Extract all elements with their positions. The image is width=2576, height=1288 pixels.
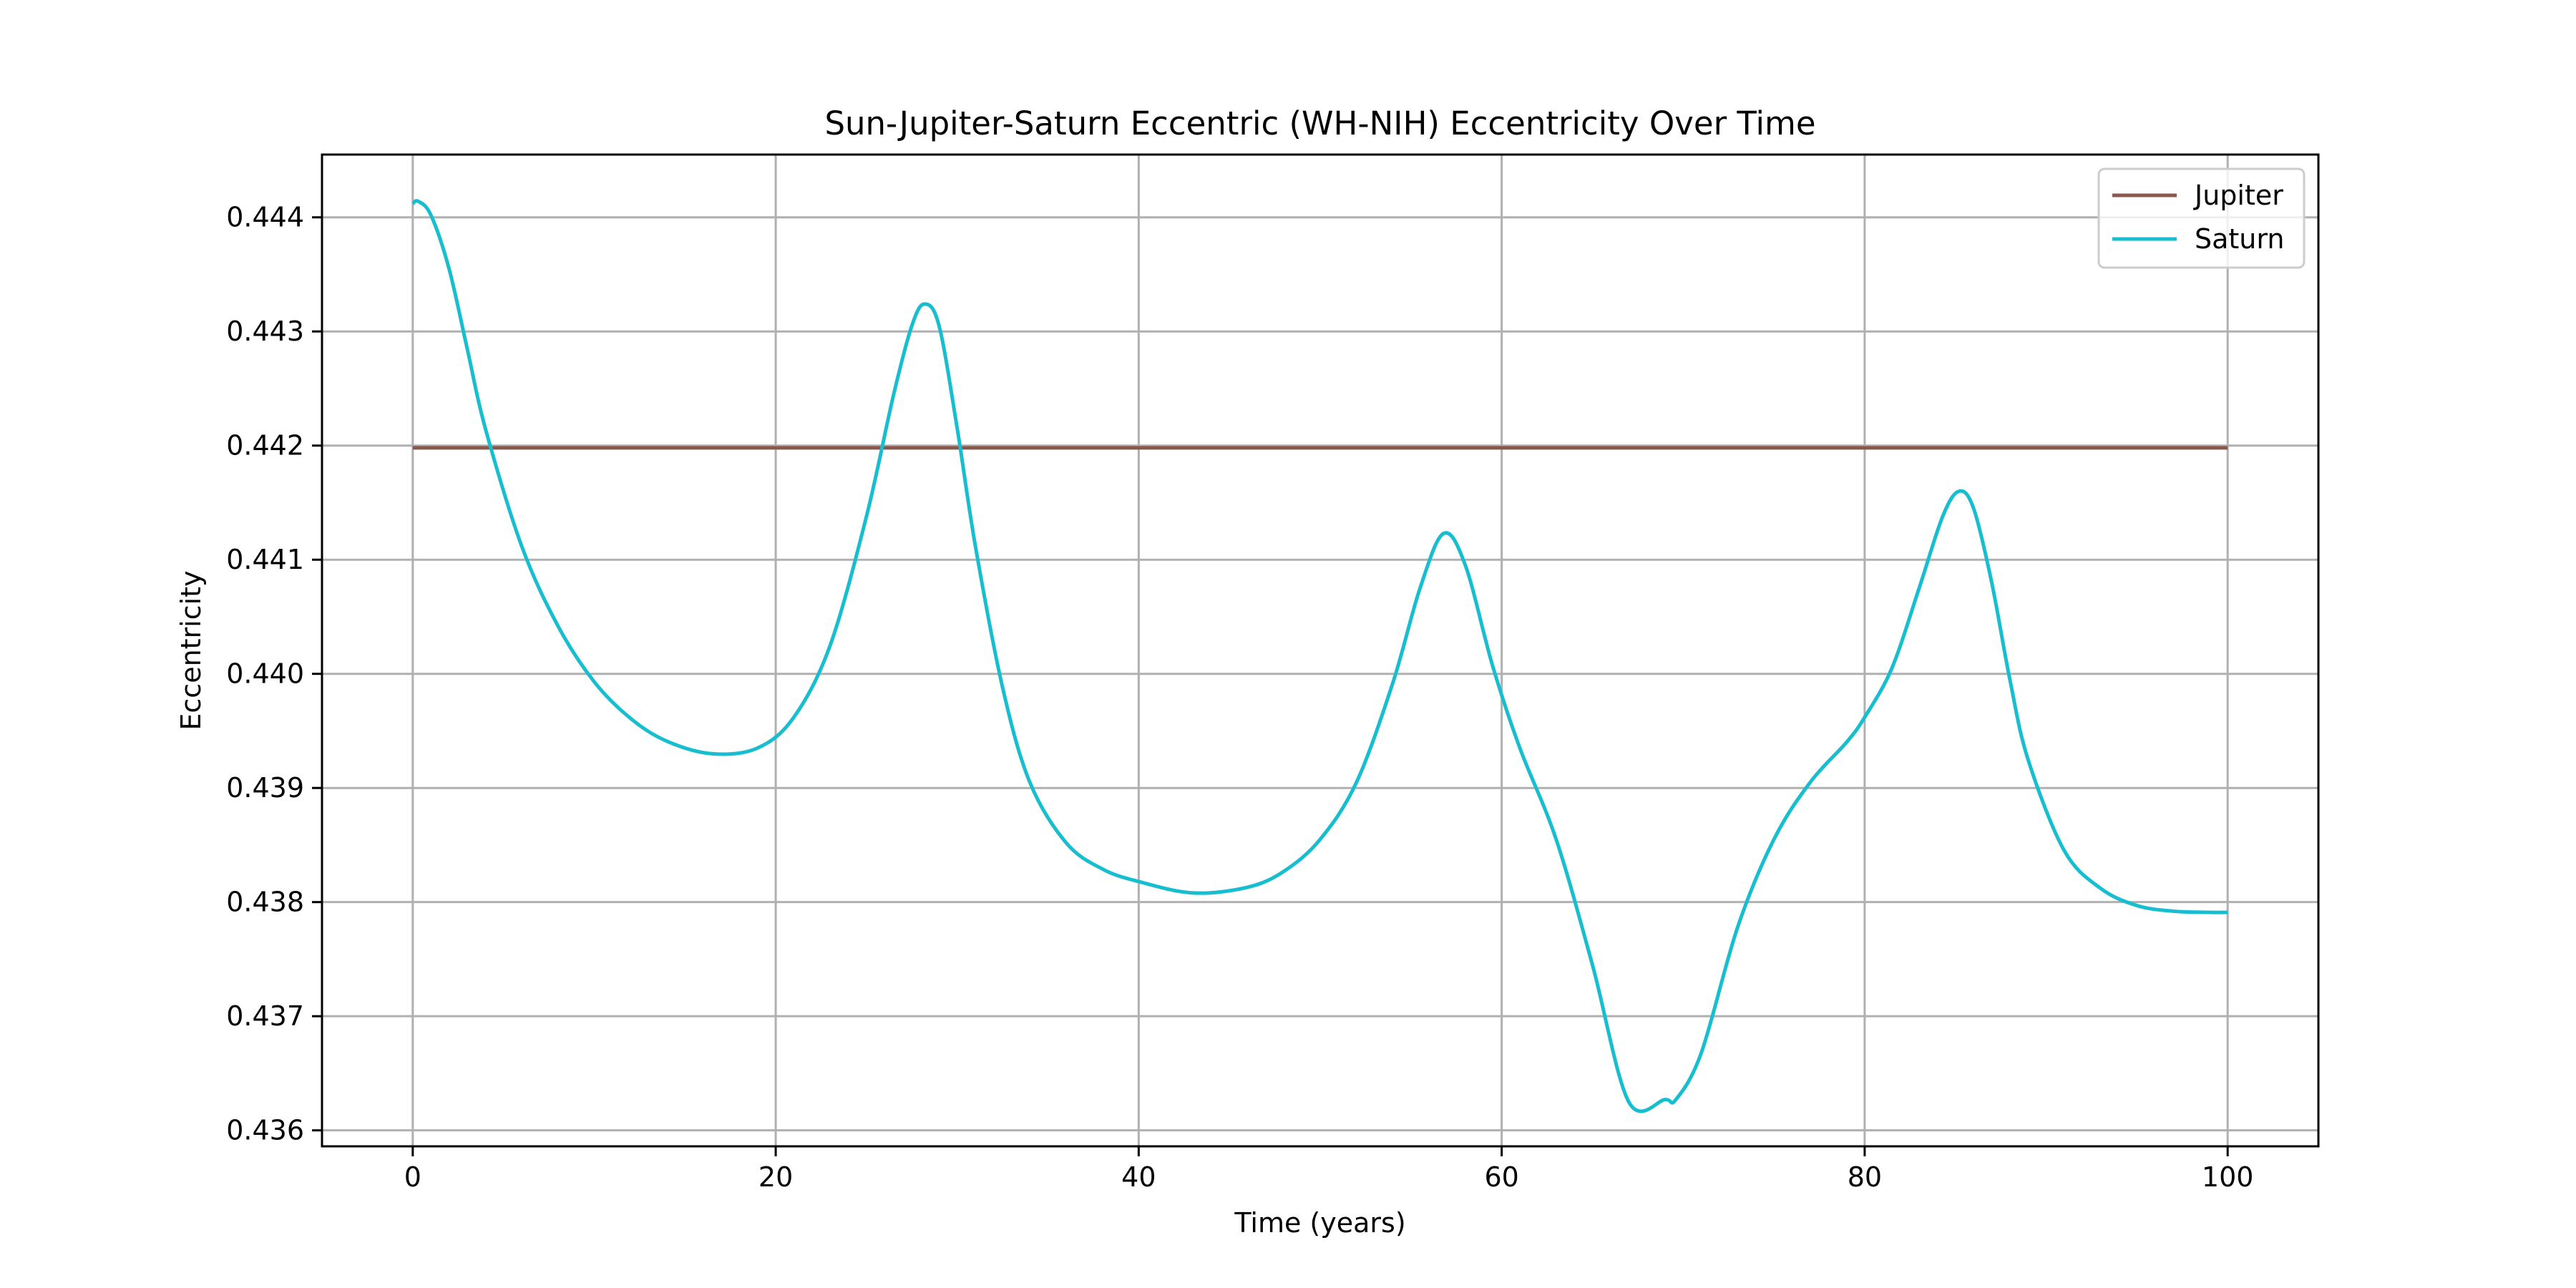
y-axis: 0.436 0.437 0.438 0.439 0.440 0.441 0.442 0.443… (226, 202, 322, 1146)
y-tick-label: 0.440 (226, 658, 304, 690)
legend: Jupiter Saturn (2097, 167, 2306, 269)
x-axis: 0 20 40 60 80 100 (404, 1146, 2254, 1193)
plot-frame (321, 153, 2320, 1148)
x-tick-label: 60 (1484, 1161, 1518, 1193)
x-tick-label: 20 (758, 1161, 793, 1193)
y-axis-title: Eccentricity (175, 570, 207, 730)
x-tick-label: 80 (1848, 1161, 1882, 1193)
y-tick-label: 0.439 (226, 772, 304, 804)
series-line-saturn (411, 199, 2228, 1113)
plot-series (411, 199, 2228, 1113)
y-tick-label: 0.438 (226, 887, 304, 918)
y-tick-label: 0.443 (226, 316, 304, 347)
x-tick-label: 40 (1121, 1161, 1156, 1193)
chart-title: Sun-Jupiter-Saturn Eccentric (WH-NIH) Ec… (824, 104, 1815, 142)
y-tick-label: 0.441 (226, 544, 304, 575)
x-axis-title: Time (years) (1234, 1207, 1405, 1239)
x-tick-label: 0 (404, 1161, 421, 1193)
x-tick-label: 100 (2202, 1161, 2254, 1193)
y-tick-label: 0.437 (226, 1000, 304, 1032)
legend-label-jupiter: Jupiter (2193, 180, 2283, 211)
y-tick-label: 0.444 (226, 202, 304, 233)
y-tick-label: 0.436 (226, 1115, 304, 1146)
grid-lines (322, 155, 2318, 1146)
y-tick-label: 0.442 (226, 430, 304, 462)
legend-label-saturn: Saturn (2195, 223, 2284, 255)
